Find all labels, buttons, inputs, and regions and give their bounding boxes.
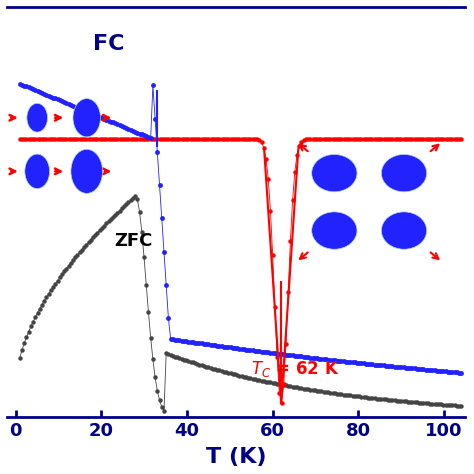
Text: $\mathit{T_C}$ = 62 K: $\mathit{T_C}$ = 62 K [251, 359, 340, 379]
X-axis label: T (K): T (K) [206, 447, 266, 467]
Text: ZFC: ZFC [114, 232, 153, 250]
Text: FC: FC [92, 34, 124, 54]
